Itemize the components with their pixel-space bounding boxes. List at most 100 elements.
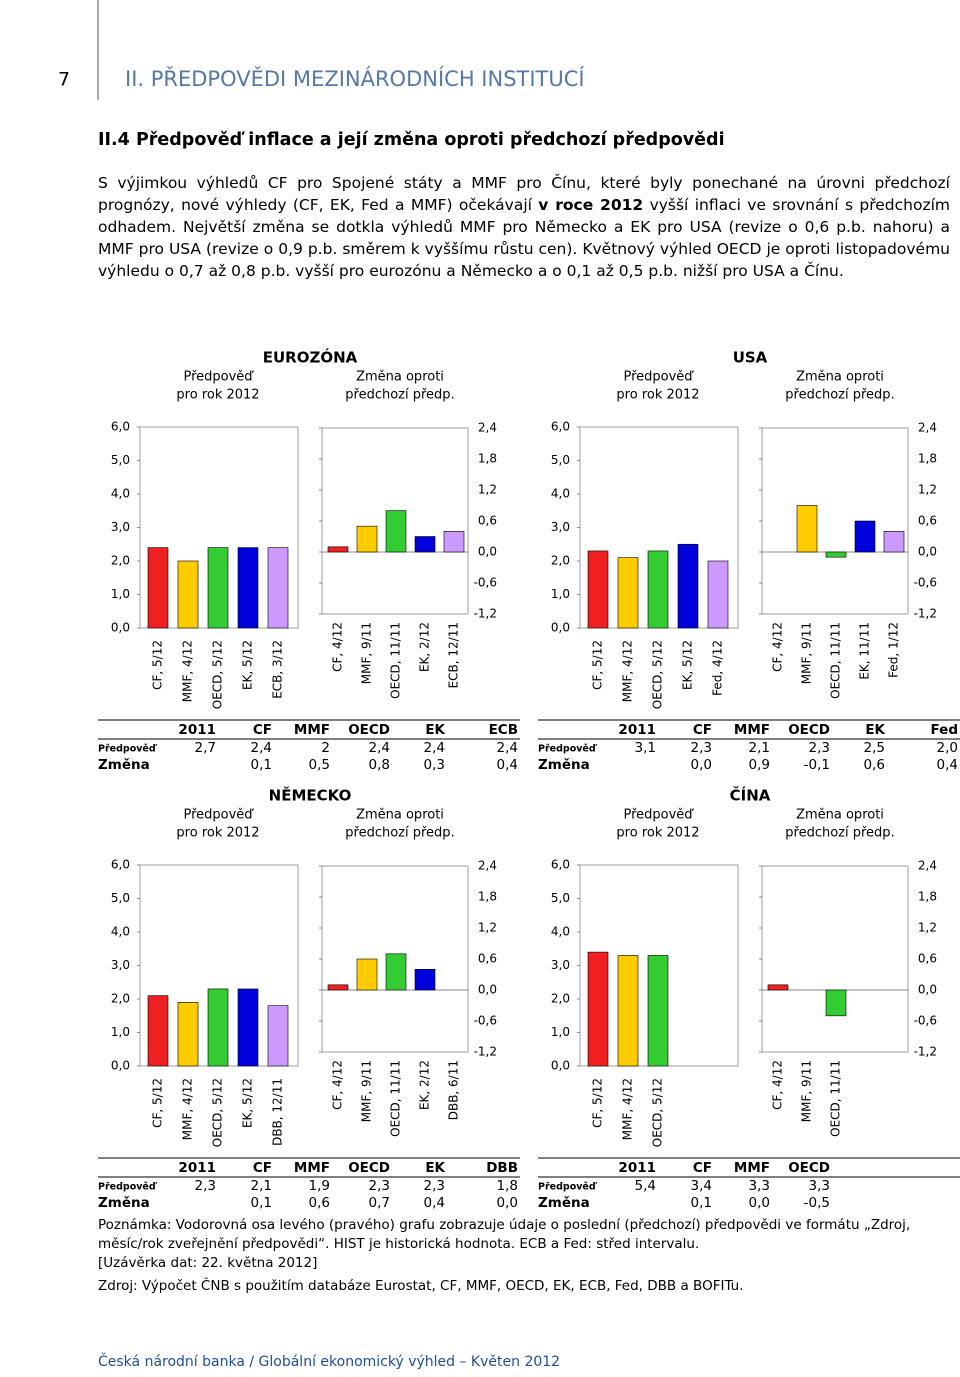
- y-tick-label: 4,0: [551, 487, 570, 501]
- footer: Česká národní banka / Globální ekonomick…: [98, 1354, 561, 1370]
- bar: [414, 536, 436, 553]
- table-cell: 3,4: [691, 1178, 712, 1194]
- bar: [327, 546, 349, 553]
- bar: [385, 953, 407, 991]
- table-cell: 0,4: [424, 1195, 445, 1211]
- x-tick-label: CF, 5/12: [591, 640, 605, 690]
- bar: [237, 547, 259, 629]
- bar: [443, 531, 465, 553]
- y-tick-label: 0,0: [551, 1059, 570, 1073]
- table-cell: 2,3: [369, 1178, 390, 1194]
- y-tick-label: 1,2: [918, 483, 937, 497]
- y-tick-label: 5,0: [111, 891, 130, 905]
- x-tick-label: EK, 5/12: [681, 640, 695, 690]
- table-cell: 0,7: [369, 1195, 390, 1211]
- page-number: 7: [58, 69, 70, 91]
- chart-subtitle: Změna oproti: [356, 370, 444, 385]
- y-tick-label: 3,0: [551, 958, 570, 972]
- y-tick-label: 1,8: [478, 890, 497, 904]
- bar: [207, 547, 229, 629]
- row-label: Předpověď: [98, 744, 158, 755]
- table-cell: 5,4: [635, 1178, 656, 1194]
- x-tick-label: MMF, 9/11: [360, 1060, 374, 1122]
- y-tick-label: 2,4: [918, 421, 937, 435]
- row-label: Změna: [538, 1195, 590, 1211]
- table-cell: 0,6: [864, 757, 885, 773]
- table-cell: 2,1: [749, 740, 770, 756]
- x-tick-label: CF, 5/12: [591, 1078, 605, 1128]
- note: [Uzávěrka dat: 22. května 2012]: [98, 1255, 318, 1271]
- table-header: OECD: [348, 722, 390, 738]
- source: Zdroj: Výpočet ČNB s použitím databáze E…: [98, 1278, 744, 1294]
- region-title: USA: [733, 349, 768, 367]
- y-tick-label: 6,0: [111, 858, 130, 872]
- y-tick-label: 5,0: [551, 453, 570, 467]
- table-header: OECD: [348, 1160, 390, 1176]
- table-header: Fed: [931, 722, 959, 738]
- table-cell: 0,6: [309, 1195, 330, 1211]
- x-tick-label: EK, 5/12: [241, 640, 255, 690]
- table-header: EK: [865, 722, 885, 738]
- y-tick-label: -0,6: [914, 576, 937, 590]
- chart-subtitle: Předpověď: [623, 808, 694, 823]
- table-header: MMF: [294, 722, 330, 738]
- y-tick-label: -0,6: [474, 576, 497, 590]
- x-tick-label: MMF, 9/11: [800, 622, 814, 684]
- chart-subtitle: předchozí předp.: [345, 826, 454, 841]
- y-tick-label: 4,0: [551, 925, 570, 939]
- table-header: ECB: [489, 722, 518, 738]
- y-tick-label: 0,6: [478, 514, 497, 528]
- table-cell: 0,0: [497, 1195, 518, 1211]
- chart-subtitle: pro rok 2012: [616, 826, 699, 841]
- y-tick-label: -1,2: [474, 607, 497, 621]
- chart-subtitle: Předpověď: [183, 808, 254, 823]
- y-tick-label: 1,0: [551, 1025, 570, 1039]
- table-cell: 2,7: [195, 740, 216, 756]
- table-cell: -0,1: [804, 757, 830, 773]
- table-header: CF: [693, 722, 712, 738]
- y-tick-label: 0,0: [111, 1059, 130, 1073]
- table-cell: 2,3: [809, 740, 830, 756]
- page-title: II. PŘEDPOVĚDI MEZINÁRODNÍCH INSTITUCÍ: [125, 66, 585, 91]
- x-tick-label: ECB, 12/11: [447, 622, 461, 688]
- y-tick-label: 1,0: [551, 587, 570, 601]
- bar: [327, 984, 349, 991]
- x-tick-label: OECD, 5/12: [651, 1078, 665, 1147]
- y-tick-label: 2,0: [551, 992, 570, 1006]
- chart-subtitle: pro rok 2012: [176, 388, 259, 403]
- x-tick-label: MMF, 4/12: [181, 1078, 195, 1140]
- bar: [587, 951, 609, 1067]
- x-tick-label: EK, 5/12: [241, 1078, 255, 1128]
- bar: [825, 989, 847, 1017]
- table-header: CF: [253, 722, 272, 738]
- bar: [147, 995, 169, 1067]
- bar: [677, 543, 699, 629]
- row-label: Předpověď: [538, 1182, 598, 1193]
- x-tick-label: MMF, 4/12: [621, 1078, 635, 1140]
- table-header: MMF: [294, 1160, 330, 1176]
- chart-subtitle: Změna oproti: [796, 370, 884, 385]
- bar: [414, 969, 436, 991]
- table-cell: 0,1: [691, 1195, 712, 1211]
- bar: [147, 547, 169, 629]
- table-cell: 1,8: [497, 1178, 518, 1194]
- y-tick-label: 2,0: [111, 992, 130, 1006]
- x-tick-label: OECD, 5/12: [651, 640, 665, 709]
- y-tick-label: 2,0: [111, 554, 130, 568]
- region-title: EUROZÓNA: [263, 348, 358, 367]
- x-tick-label: CF, 5/12: [151, 1078, 165, 1128]
- table-cell: 1,9: [309, 1178, 330, 1194]
- y-tick-label: 4,0: [111, 925, 130, 939]
- y-tick-label: 0,6: [918, 952, 937, 966]
- chart-subtitle: Předpověď: [623, 370, 694, 385]
- bar: [385, 510, 407, 553]
- table-header: OECD: [788, 722, 830, 738]
- table-header: 2011: [178, 722, 216, 738]
- table-cell: 2,4: [497, 740, 518, 756]
- x-tick-label: MMF, 4/12: [181, 640, 195, 702]
- bar: [267, 547, 289, 629]
- table-cell: 2,3: [195, 1178, 216, 1194]
- table-cell: 0,8: [369, 757, 390, 773]
- bar: [796, 505, 818, 553]
- y-tick-label: -1,2: [474, 1045, 497, 1059]
